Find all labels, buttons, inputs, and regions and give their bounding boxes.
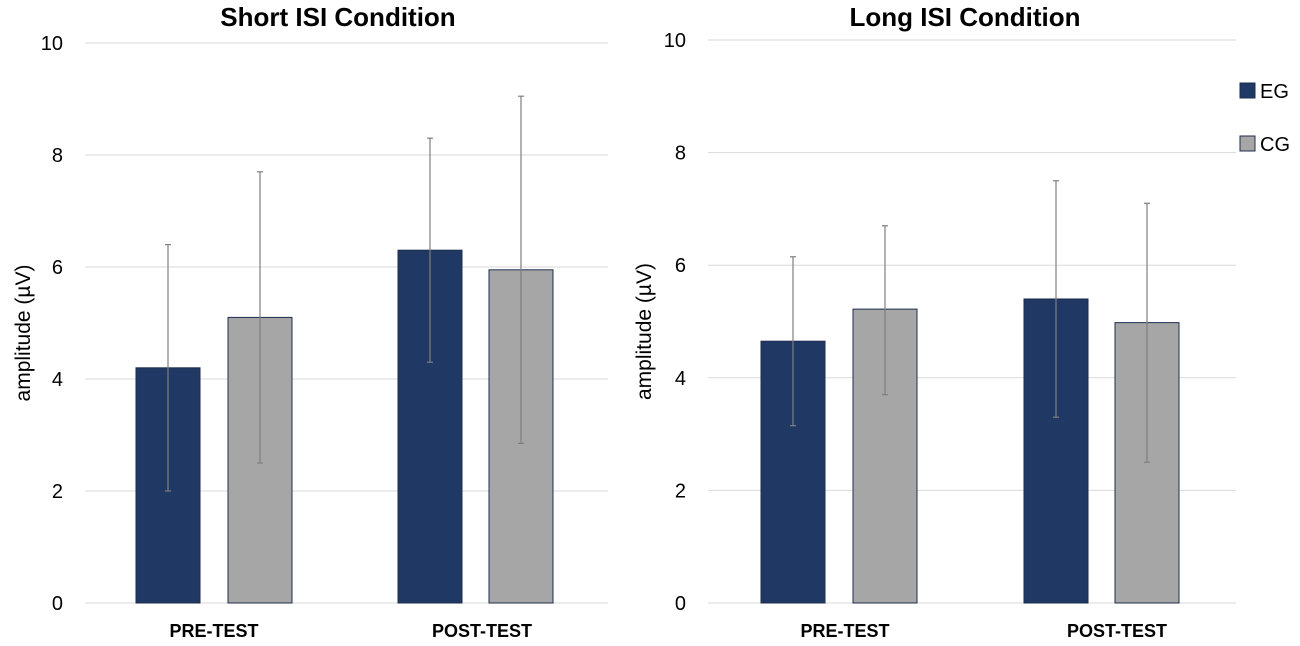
x-category-label: PRE-TEST (800, 621, 889, 641)
y-tick-label: 10 (664, 30, 686, 52)
chart-title: Short ISI Condition (220, 2, 455, 32)
y-tick-label: 6 (52, 257, 63, 279)
chart-title: Long ISI Condition (849, 2, 1080, 32)
y-tick-label: 10 (41, 33, 63, 55)
y-tick-label: 8 (675, 143, 686, 165)
y-tick-label: 4 (52, 369, 63, 391)
y-tick-label: 4 (675, 368, 686, 390)
y-tick-label: 0 (52, 593, 63, 615)
y-tick-label: 8 (52, 145, 63, 167)
y-axis-label: amplitude (µV) (12, 265, 35, 402)
legend-swatch-eg (1239, 82, 1256, 99)
chart-long-isi: Long ISI Condition amplitude (µV) 0 2 4 6 8 10 P… (633, 2, 1236, 641)
legend-label-cg: CG (1260, 134, 1290, 156)
y-tick-label: 0 (675, 593, 686, 615)
x-category-label: POST-TEST (432, 621, 532, 641)
y-axis-label: amplitude (µV) (633, 263, 656, 400)
y-tick-label: 2 (675, 480, 686, 502)
y-tick-label: 2 (52, 481, 63, 503)
y-tick-label: 6 (675, 255, 686, 277)
x-category-label: POST-TEST (1067, 621, 1167, 641)
legend: EG CG (1239, 81, 1290, 156)
legend-label-eg: EG (1260, 81, 1289, 103)
x-category-label: PRE-TEST (169, 621, 258, 641)
chart-short-isi: Short ISI Condition amplitude (µV) 0 2 4 6 8 10… (12, 2, 608, 641)
legend-swatch-cg (1239, 135, 1256, 152)
